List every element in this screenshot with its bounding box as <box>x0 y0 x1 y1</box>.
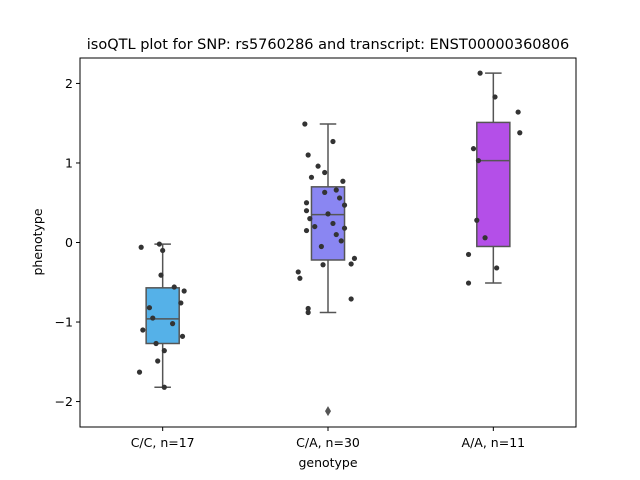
data-point <box>322 169 328 176</box>
data-point <box>303 200 310 206</box>
data-point <box>140 327 146 333</box>
x-tick-label: C/A, n=30 <box>296 435 360 450</box>
data-point <box>348 261 354 267</box>
y-tick-label: 0 <box>65 235 73 250</box>
data-point <box>322 189 328 195</box>
x-axis-label: genotype <box>298 455 357 470</box>
data-point <box>492 94 498 100</box>
data-point <box>155 358 161 364</box>
data-point <box>312 223 318 230</box>
box-group <box>465 70 523 286</box>
data-point <box>330 138 336 145</box>
data-point <box>494 265 500 271</box>
data-point <box>150 315 156 321</box>
data-point <box>305 309 311 316</box>
data-point <box>333 231 339 238</box>
data-point <box>297 275 303 281</box>
data-point <box>179 333 186 339</box>
data-point <box>302 121 308 127</box>
data-point <box>341 202 348 208</box>
data-point <box>161 384 167 390</box>
data-point <box>307 216 313 222</box>
data-point <box>340 178 346 184</box>
data-point <box>181 288 187 294</box>
chart-title: isoQTL plot for SNP: rs5760286 and trans… <box>87 37 569 53</box>
x-tick-label: A/A, n=11 <box>462 435 526 450</box>
y-tick-label: −2 <box>55 394 73 409</box>
data-point <box>341 225 348 231</box>
box <box>145 287 180 345</box>
x-tick-label: C/C, n=17 <box>131 435 195 450</box>
data-point <box>169 321 176 327</box>
box-group <box>136 241 187 390</box>
box <box>476 121 511 248</box>
data-point <box>517 130 523 136</box>
data-point <box>153 340 159 347</box>
data-point <box>305 152 311 158</box>
data-point <box>515 109 521 115</box>
y-tick-label: 2 <box>65 76 73 91</box>
plot-area: −2 −1 0 1 2 C/C, n=17 C/A, n=30 A/A, n=11 <box>55 57 577 450</box>
data-point <box>465 280 472 286</box>
data-point <box>348 296 354 302</box>
data-point <box>305 305 311 312</box>
data-point <box>482 235 488 241</box>
data-point <box>158 272 164 278</box>
data-point <box>161 348 167 354</box>
data-point <box>320 262 326 268</box>
data-point <box>303 208 310 214</box>
data-point <box>178 300 184 306</box>
data-point <box>336 195 343 201</box>
data-point <box>474 217 480 223</box>
y-tick-label: 1 <box>65 155 73 170</box>
y-tick-label: −1 <box>55 315 73 330</box>
data-point <box>465 251 472 258</box>
data-point <box>308 174 315 180</box>
data-point <box>325 211 331 217</box>
data-point <box>351 255 358 262</box>
data-point <box>475 157 482 164</box>
outlier-marker <box>325 406 331 417</box>
y-axis-label: phenotype <box>30 208 45 275</box>
data-point <box>295 269 301 275</box>
data-point <box>315 163 321 169</box>
data-point <box>171 284 177 290</box>
data-point <box>146 305 153 311</box>
data-point <box>333 187 339 193</box>
data-point <box>160 247 166 254</box>
data-point <box>477 70 483 76</box>
data-point <box>470 146 477 152</box>
data-point <box>138 244 144 250</box>
data-point <box>156 241 162 247</box>
data-point <box>330 220 336 227</box>
data-point <box>303 227 310 234</box>
data-point <box>136 369 143 375</box>
data-point <box>318 243 324 250</box>
box-group <box>295 121 358 417</box>
data-point <box>338 238 344 244</box>
